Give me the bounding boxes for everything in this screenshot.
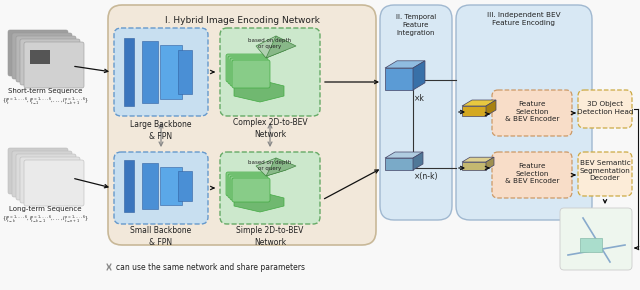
- Polygon shape: [385, 61, 425, 68]
- Polygon shape: [266, 158, 296, 176]
- FancyBboxPatch shape: [20, 39, 80, 85]
- Text: Feature
Selection
& BEV Encoder: Feature Selection & BEV Encoder: [505, 163, 559, 184]
- Text: $\{I_{t-k}^{p=1,...,6}, I_{t-k-1}^{p=1,...,6}, ..., I_{t-n+1}^{p=1,...,6}\}$: $\{I_{t-k}^{p=1,...,6}, I_{t-k-1}^{p=1,.…: [1, 214, 88, 225]
- FancyBboxPatch shape: [578, 152, 632, 196]
- Polygon shape: [486, 100, 496, 116]
- Polygon shape: [413, 152, 423, 170]
- FancyBboxPatch shape: [380, 5, 452, 220]
- FancyBboxPatch shape: [220, 28, 320, 116]
- Bar: [178, 50, 192, 94]
- Polygon shape: [234, 80, 284, 102]
- FancyBboxPatch shape: [228, 174, 266, 198]
- Text: Short-term Sequence: Short-term Sequence: [8, 88, 82, 94]
- Polygon shape: [234, 192, 284, 212]
- Polygon shape: [413, 61, 425, 90]
- FancyBboxPatch shape: [226, 54, 264, 82]
- Bar: [30, 50, 50, 64]
- FancyBboxPatch shape: [114, 28, 208, 116]
- Polygon shape: [486, 157, 494, 170]
- Bar: [160, 45, 182, 99]
- Text: III. Independent BEV
Feature Encoding: III. Independent BEV Feature Encoding: [487, 12, 561, 26]
- FancyBboxPatch shape: [16, 154, 76, 200]
- Polygon shape: [256, 158, 286, 176]
- FancyBboxPatch shape: [8, 30, 68, 76]
- Text: based on depth
or query: based on depth or query: [248, 38, 292, 49]
- Bar: [124, 160, 134, 212]
- FancyBboxPatch shape: [226, 172, 264, 196]
- Text: Simple 2D-to-BEV
Network: Simple 2D-to-BEV Network: [236, 226, 304, 247]
- Text: Complex 2D-to-BEV
Network: Complex 2D-to-BEV Network: [233, 118, 307, 139]
- Text: I. Hybrid Image Encoding Network: I. Hybrid Image Encoding Network: [164, 16, 319, 25]
- Polygon shape: [266, 36, 296, 58]
- Text: ×(n-k): ×(n-k): [414, 172, 438, 181]
- Polygon shape: [385, 68, 413, 90]
- FancyBboxPatch shape: [492, 152, 572, 198]
- Polygon shape: [256, 36, 286, 58]
- Bar: [124, 38, 134, 106]
- FancyBboxPatch shape: [12, 33, 72, 79]
- Bar: [580, 238, 602, 252]
- Text: Feature
Selection
& BEV Encoder: Feature Selection & BEV Encoder: [505, 101, 559, 122]
- FancyBboxPatch shape: [16, 36, 76, 82]
- FancyBboxPatch shape: [108, 5, 376, 245]
- FancyBboxPatch shape: [114, 152, 208, 224]
- Bar: [142, 163, 158, 209]
- FancyBboxPatch shape: [12, 151, 72, 197]
- Polygon shape: [462, 106, 486, 116]
- Polygon shape: [385, 158, 413, 170]
- Text: Long-term Sequence: Long-term Sequence: [9, 206, 81, 212]
- Text: II. Temporal
Feature
Integration: II. Temporal Feature Integration: [396, 14, 436, 36]
- FancyBboxPatch shape: [230, 176, 268, 200]
- Text: based on depth
or query: based on depth or query: [248, 160, 292, 171]
- FancyBboxPatch shape: [20, 157, 80, 203]
- Text: can use the same network and share parameters: can use the same network and share param…: [116, 262, 305, 271]
- Text: $\{I_t^{p=1,...,6}, I_{t-1}^{p=1,...,6}, ..., I_{t-k+1}^{p=1,...,6}\}$: $\{I_t^{p=1,...,6}, I_{t-1}^{p=1,...,6},…: [1, 96, 88, 107]
- FancyBboxPatch shape: [230, 58, 268, 86]
- FancyBboxPatch shape: [456, 5, 592, 220]
- Bar: [142, 41, 158, 103]
- Polygon shape: [462, 157, 494, 162]
- FancyBboxPatch shape: [24, 42, 84, 88]
- Polygon shape: [462, 100, 496, 106]
- Text: Large Backbone
& FPN: Large Backbone & FPN: [131, 120, 192, 141]
- FancyBboxPatch shape: [232, 60, 270, 88]
- Text: Small Backbone
& FPN: Small Backbone & FPN: [131, 226, 191, 247]
- FancyBboxPatch shape: [228, 56, 266, 84]
- FancyBboxPatch shape: [492, 90, 572, 136]
- Text: BEV Semantic
Segmentation
Decoder: BEV Semantic Segmentation Decoder: [580, 160, 630, 181]
- Text: ×k: ×k: [414, 94, 425, 103]
- Bar: [178, 171, 192, 201]
- FancyBboxPatch shape: [232, 178, 270, 202]
- FancyBboxPatch shape: [578, 90, 632, 128]
- Polygon shape: [462, 162, 486, 170]
- Text: 3D Object
Detection Head: 3D Object Detection Head: [577, 101, 633, 115]
- Bar: [160, 167, 182, 205]
- FancyBboxPatch shape: [560, 208, 632, 270]
- FancyBboxPatch shape: [220, 152, 320, 224]
- Polygon shape: [385, 152, 423, 158]
- FancyBboxPatch shape: [24, 160, 84, 206]
- FancyBboxPatch shape: [8, 148, 68, 194]
